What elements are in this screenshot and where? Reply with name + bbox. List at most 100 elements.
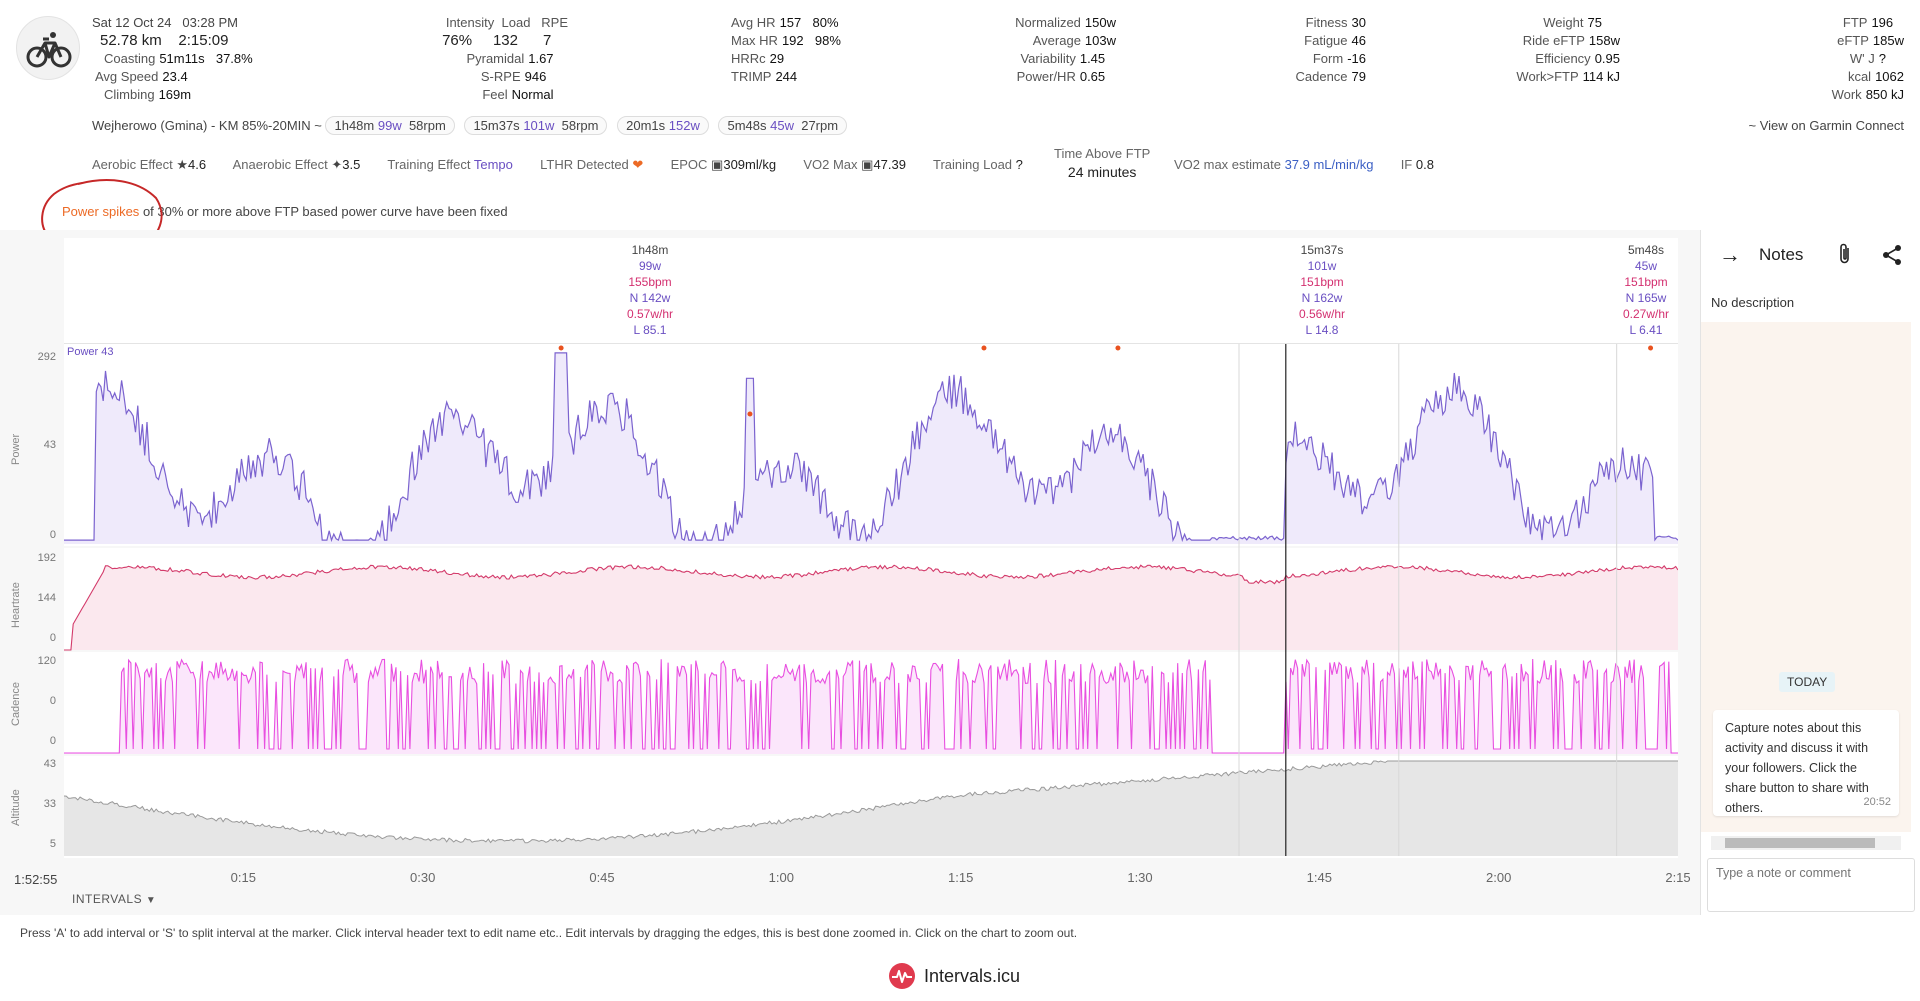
hrrc-value: 29 — [769, 51, 785, 66]
efficiency-value: 0.95 — [1594, 51, 1620, 66]
activity-type-avatar — [16, 16, 80, 80]
fitness-label: Fitness — [1305, 15, 1348, 30]
workftp-label: Work>FTP — [1516, 69, 1579, 84]
pyramidal-label: Pyramidal — [466, 51, 525, 66]
load-label: Load — [501, 15, 531, 30]
avg-speed-label: Avg Speed — [95, 69, 159, 84]
average-value: 103w — [1084, 33, 1116, 48]
arrow-right-icon[interactable]: → — [1719, 242, 1741, 267]
fatigue-value: 46 — [1351, 33, 1366, 48]
time-above-ftp-label: Time Above FTP — [1054, 146, 1151, 161]
interval-hr: 151bpm — [1624, 275, 1668, 289]
interval-whr: 0.27w/hr — [1622, 307, 1670, 321]
notes-panel: → Notes No description TODAY Capture not… — [1700, 230, 1920, 915]
avg-speed-value: 23.4 — [162, 69, 188, 84]
trimp-value: 244 — [775, 69, 798, 84]
coasting-label: Coasting — [104, 51, 156, 66]
brand-footer[interactable]: Intervals.icu — [888, 962, 1020, 990]
training-load-label: Training Load — [933, 157, 1013, 172]
rpe-value[interactable]: 7 — [542, 32, 552, 49]
runner-icon: ★ — [176, 157, 188, 172]
broken-heart-icon: ❤ — [632, 157, 644, 172]
heartrate-axis-label: Heartrate — [10, 582, 22, 628]
power-spikes-text: of 30% or more above FTP based power cur… — [142, 204, 508, 219]
cadence-series-line — [64, 658, 1678, 754]
power-legend: Power 43 — [67, 346, 114, 358]
max-hr-pct: 98% — [814, 33, 841, 48]
srpe-label: S-RPE — [480, 69, 521, 84]
hr-tick: 192 — [37, 552, 56, 564]
intervals-dropdown[interactable]: INTERVALS ▼ — [72, 892, 156, 906]
vo2-estimate-value: 37.9 mL/min/kg — [1284, 157, 1374, 172]
form-value: -16 — [1347, 51, 1366, 66]
cadence-tick: 0 — [49, 735, 56, 747]
horizontal-scrollbar[interactable] — [1711, 836, 1901, 850]
x-tick-label: 2:15 — [1665, 870, 1691, 885]
power-stats: Normalized 150w Average 103w Variability 1.… — [980, 14, 1116, 86]
interval-header[interactable]: 5m48s 45w 151bpm N 165w 0.27w/hr L 6.41 — [1623, 242, 1669, 338]
interval-load: L 6.41 — [1629, 323, 1663, 337]
chip-cadence: 58rpm — [561, 118, 599, 133]
intensity-stats: Intensity Load RPE 76% 132 7 Pyramidal 1.… — [420, 14, 568, 104]
interval-load: L 14.8 — [1305, 323, 1339, 337]
route-row: Wejherowo (Gmina) - KM 85%-20MIN ~ 1h48m… — [92, 116, 853, 135]
interval-chip[interactable]: 15m37s 101w 58rpm — [464, 116, 608, 135]
help-text: Press 'A' to add interval or 'S' to spli… — [20, 926, 1078, 940]
x-tick-label: 0:45 — [589, 870, 615, 885]
time-above-ftp-value: 24 minutes — [1067, 164, 1137, 180]
interval-header[interactable]: 15m37s 101w 151bpm N 162w 0.56w/hr L 14.… — [1299, 242, 1345, 338]
share-icon[interactable] — [1881, 244, 1903, 269]
training-load-value: ? — [1015, 157, 1023, 172]
activity-time: 03:28 PM — [182, 15, 238, 30]
altitude-tick: 5 — [49, 838, 56, 850]
interval-chip[interactable]: 20m1s 152w — [617, 116, 709, 135]
epoc-label: EPOC — [670, 157, 708, 172]
x-tick-label: 1:00 — [768, 870, 794, 885]
average-label: Average — [1032, 33, 1081, 48]
activity-charts[interactable] — [64, 344, 1678, 864]
pyramidal-value: 1.67 — [528, 51, 554, 66]
interval-power: 101w — [1307, 259, 1337, 273]
interval-chip[interactable]: 5m48s 45w 27rpm — [718, 116, 848, 135]
notes-message-text: Capture notes about this activity and di… — [1725, 721, 1869, 815]
interval-load: L 85.1 — [633, 323, 667, 337]
paperclip-icon[interactable] — [1837, 242, 1853, 269]
kcal-value: 1062 — [1875, 69, 1904, 84]
bicycle-icon — [26, 32, 72, 68]
x-tick-label: 1:30 — [1127, 870, 1153, 885]
interval-hr: 151bpm — [1300, 275, 1344, 289]
eftp-value: 185w — [1872, 33, 1904, 48]
activity-date: Sat 12 Oct 24 — [92, 15, 172, 30]
cadence-label: Cadence — [1295, 69, 1348, 84]
activity-distance: 52.78 km — [100, 32, 162, 49]
powerhr-label: Power/HR — [1016, 69, 1076, 84]
interval-np: N 142w — [629, 291, 671, 305]
trimp-label: TRIMP — [731, 69, 772, 84]
hr-tick: 0 — [49, 632, 56, 644]
epoc-value: 309ml/kg — [723, 157, 777, 172]
max-hr-value: 192 — [781, 33, 804, 48]
hrrc-label: HRRc — [731, 51, 766, 66]
if-value: 0.8 — [1415, 157, 1434, 172]
notes-title: Notes — [1759, 245, 1804, 264]
notes-message-time: 20:52 — [1863, 796, 1891, 808]
chip-power: 152w — [668, 118, 700, 133]
route-name[interactable]: Wejherowo (Gmina) - KM 85%-20MIN ~ — [92, 118, 322, 133]
notes-description[interactable]: No description — [1711, 295, 1795, 310]
watch-icon: ▣ — [711, 157, 724, 172]
power-spikes-link[interactable]: Power spikes — [62, 204, 140, 219]
watch-icon: ▣ — [861, 157, 874, 172]
chip-power: 101w — [523, 118, 555, 133]
eftp-label: eFTP — [1837, 33, 1869, 48]
interval-header[interactable]: 1h48m 99w 155bpm N 142w 0.57w/hr L 85.1 — [627, 242, 673, 338]
feel-value[interactable]: Normal — [511, 87, 554, 102]
garmin-connect-link[interactable]: ~ View on Garmin Connect — [1748, 118, 1904, 133]
variability-value: 1.45 — [1079, 51, 1106, 66]
interval-np: N 165w — [1625, 291, 1667, 305]
note-input[interactable] — [1708, 859, 1914, 887]
altitude-tick: 43 — [43, 758, 56, 770]
interval-chip[interactable]: 1h48m 99w 58rpm — [325, 116, 455, 135]
note-input-box[interactable] — [1707, 858, 1915, 912]
normalized-value: 150w — [1084, 15, 1116, 30]
power-spike-marker — [747, 411, 753, 417]
